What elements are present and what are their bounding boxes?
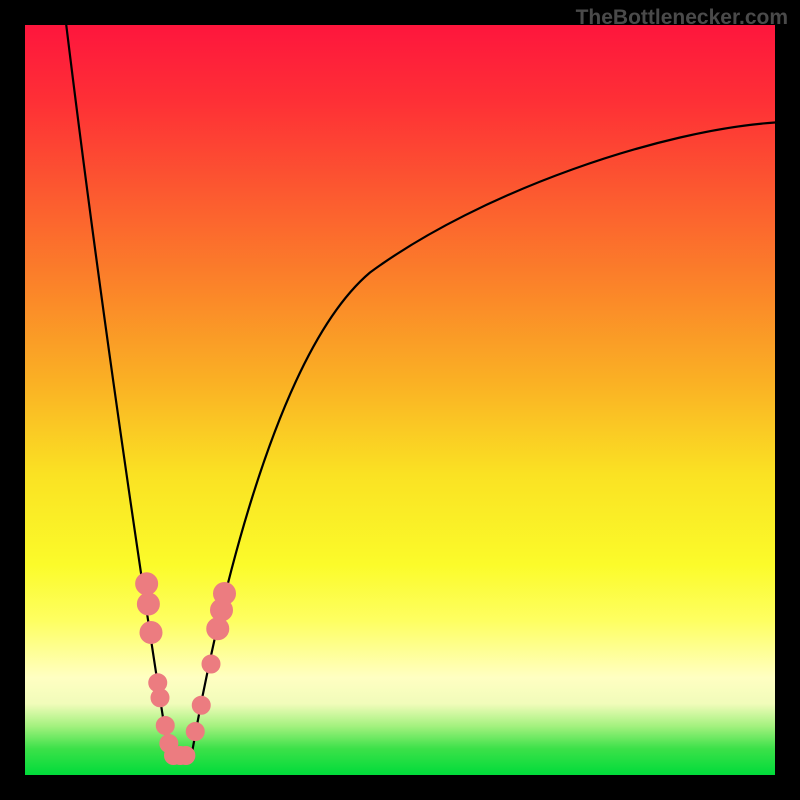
curve-marker [151, 689, 169, 707]
curve-marker [140, 622, 162, 644]
bottleneck-chart-svg [0, 0, 800, 800]
curve-marker [192, 696, 210, 714]
curve-marker [136, 573, 158, 595]
watermark-text: TheBottlenecker.com [576, 6, 788, 30]
curve-marker [137, 593, 159, 615]
curve-marker [177, 747, 195, 765]
curve-marker [207, 618, 229, 640]
curve-marker [186, 723, 204, 741]
curve-marker [156, 717, 174, 735]
chart-container: { "watermark": { "text": "TheBottlenecke… [0, 0, 800, 800]
chart-gradient-background [25, 25, 775, 775]
curve-marker [202, 655, 220, 673]
curve-marker [214, 583, 236, 605]
